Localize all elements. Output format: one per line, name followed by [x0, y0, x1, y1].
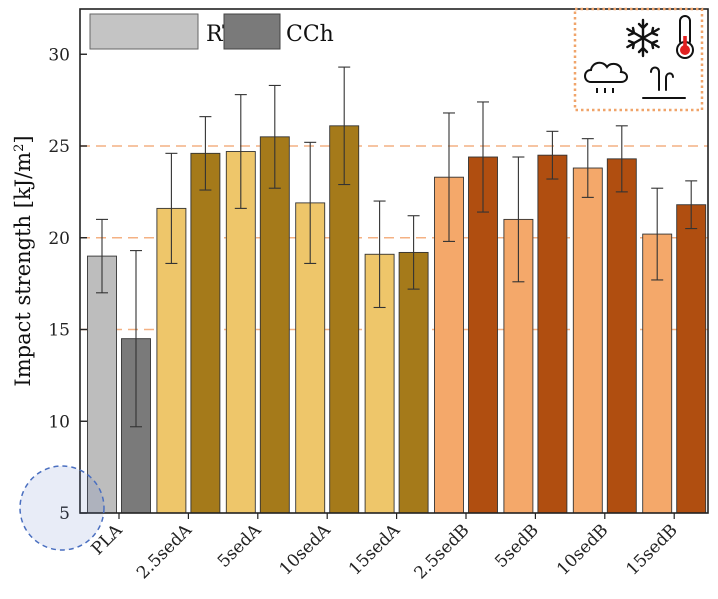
bar-cch-15sedA — [398, 251, 429, 514]
error-bar-cch-15sedB — [685, 180, 698, 230]
x-tick-label: 10sedA — [276, 520, 336, 580]
bar-cch-10sedA — [329, 125, 360, 514]
bar-rt-5sedA — [225, 151, 256, 514]
x-tick-label: 15sedA — [345, 520, 405, 580]
error-bar-rt-15sedA — [373, 200, 386, 309]
error-bar-rt-5sedB — [512, 156, 525, 283]
x-tick-label: 10sedB — [553, 520, 612, 579]
rain-cloud-icon — [584, 61, 628, 93]
bar-rt-PLA — [87, 255, 117, 514]
y-tick-label: 20 — [48, 229, 70, 249]
y-tick-label: 5 — [59, 504, 70, 524]
y-axis-title-close: ] — [11, 135, 35, 143]
error-bar-cch-15sedA — [407, 215, 420, 290]
x-tick-label: 5sedA — [214, 520, 266, 572]
legend-label-cch: CCh — [286, 22, 334, 47]
error-bar-cch-10sedB — [615, 125, 628, 193]
legend: RT CCh — [89, 13, 334, 50]
y-axis-title: Impact strength [kJ/m2] — [11, 135, 35, 386]
x-tick-label: 5sedB — [491, 520, 543, 572]
bar-rt-10sedB — [572, 167, 603, 514]
y-tick-label: 25 — [48, 137, 70, 157]
snowflake-icon — [626, 18, 660, 58]
y-axis-ticks: 5 10 15 20 25 30 — [48, 45, 87, 524]
error-bar-cch-2.5sedA — [199, 116, 212, 191]
x-tick-label: 15sedB — [622, 520, 681, 579]
highlight-circle — [19, 465, 105, 551]
error-bar-group — [96, 66, 698, 428]
error-bar-rt-15sedB — [651, 187, 664, 281]
bar-cch-15sedB — [676, 204, 707, 514]
x-axis-ticks: PLA 2.5sedA 5sedA 10sedA 15sedA 2.5sedB 5sedB 1… — [88, 513, 682, 583]
error-bar-cch-PLA — [130, 250, 142, 428]
wind-icon — [642, 66, 686, 99]
y-tick-label: 30 — [48, 45, 70, 65]
thermometer-icon — [676, 15, 694, 59]
error-bar-rt-10sedA — [304, 141, 317, 264]
error-bar-rt-2.5sedA — [165, 152, 178, 264]
y-axis-title-superscript: 2 — [12, 144, 27, 152]
icon-box-frame — [573, 7, 704, 112]
error-bar-rt-2.5sedB — [443, 112, 455, 242]
y-axis-title-main: Impact strength [kJ/m — [11, 152, 35, 387]
y-tick-label: 15 — [48, 321, 70, 341]
error-bar-rt-PLA — [96, 218, 108, 294]
conditions-icon-box — [573, 7, 704, 112]
x-tick-label: 2.5sedA — [133, 520, 196, 583]
bar-cch-10sedB — [606, 158, 637, 514]
error-bar-cch-2.5sedB — [477, 101, 489, 213]
y-tick-label: 10 — [48, 412, 70, 432]
bar-cch-5sedB — [537, 154, 568, 514]
error-bar-cch-10sedA — [338, 66, 351, 186]
plot-frame — [79, 8, 709, 514]
x-tick-label: 2.5sedB — [410, 520, 473, 583]
legend-swatch-cch — [223, 13, 281, 50]
error-bar-cch-5sedA — [268, 84, 281, 189]
error-bar-rt-10sedB — [581, 138, 594, 198]
error-bar-rt-5sedA — [234, 94, 247, 209]
bar-cch-2.5sedA — [190, 152, 221, 514]
bar-group — [87, 125, 707, 514]
bar-cch-5sedA — [259, 136, 290, 514]
error-bar-cch-5sedB — [546, 130, 559, 180]
legend-swatch-rt — [89, 13, 199, 50]
